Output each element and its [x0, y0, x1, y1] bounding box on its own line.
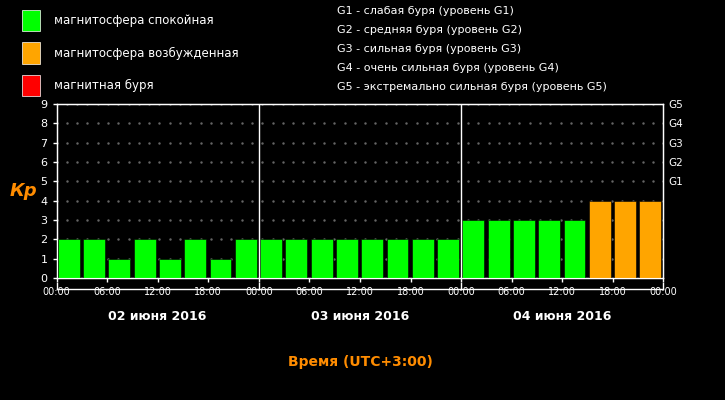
- Bar: [513, 220, 535, 278]
- Bar: [336, 239, 358, 278]
- Bar: [437, 239, 459, 278]
- Bar: [286, 239, 307, 278]
- Bar: [133, 239, 156, 278]
- Text: G1 - слабая буря (уровень G1): G1 - слабая буря (уровень G1): [337, 6, 514, 16]
- Text: 02 июня 2016: 02 июня 2016: [109, 310, 207, 322]
- Text: магнитосфера возбужденная: магнитосфера возбужденная: [54, 46, 239, 60]
- Bar: [159, 259, 181, 278]
- Bar: [361, 239, 383, 278]
- Bar: [260, 239, 282, 278]
- Text: Время (UTC+3:00): Время (UTC+3:00): [288, 355, 432, 369]
- Bar: [463, 220, 484, 278]
- Bar: [22, 42, 40, 64]
- Bar: [83, 239, 105, 278]
- Bar: [412, 239, 434, 278]
- Bar: [538, 220, 560, 278]
- Bar: [22, 10, 40, 32]
- Bar: [386, 239, 408, 278]
- Bar: [488, 220, 510, 278]
- Text: G4 - очень сильная буря (уровень G4): G4 - очень сильная буря (уровень G4): [337, 63, 559, 73]
- Text: магнитная буря: магнитная буря: [54, 79, 154, 92]
- Bar: [108, 259, 130, 278]
- Text: 03 июня 2016: 03 июня 2016: [311, 310, 409, 322]
- Text: G5 - экстремально сильная буря (уровень G5): G5 - экстремально сильная буря (уровень …: [337, 82, 608, 92]
- Text: G2 - средняя буря (уровень G2): G2 - средняя буря (уровень G2): [337, 25, 523, 35]
- Bar: [210, 259, 231, 278]
- Text: Кр: Кр: [9, 182, 37, 200]
- Bar: [563, 220, 585, 278]
- Bar: [639, 201, 661, 278]
- Bar: [310, 239, 333, 278]
- Bar: [589, 201, 610, 278]
- Bar: [235, 239, 257, 278]
- Text: G3 - сильная буря (уровень G3): G3 - сильная буря (уровень G3): [337, 44, 521, 54]
- Bar: [184, 239, 206, 278]
- Bar: [614, 201, 636, 278]
- Bar: [58, 239, 80, 278]
- Bar: [22, 74, 40, 96]
- Text: 04 июня 2016: 04 июня 2016: [513, 310, 611, 322]
- Text: магнитосфера спокойная: магнитосфера спокойная: [54, 14, 214, 27]
